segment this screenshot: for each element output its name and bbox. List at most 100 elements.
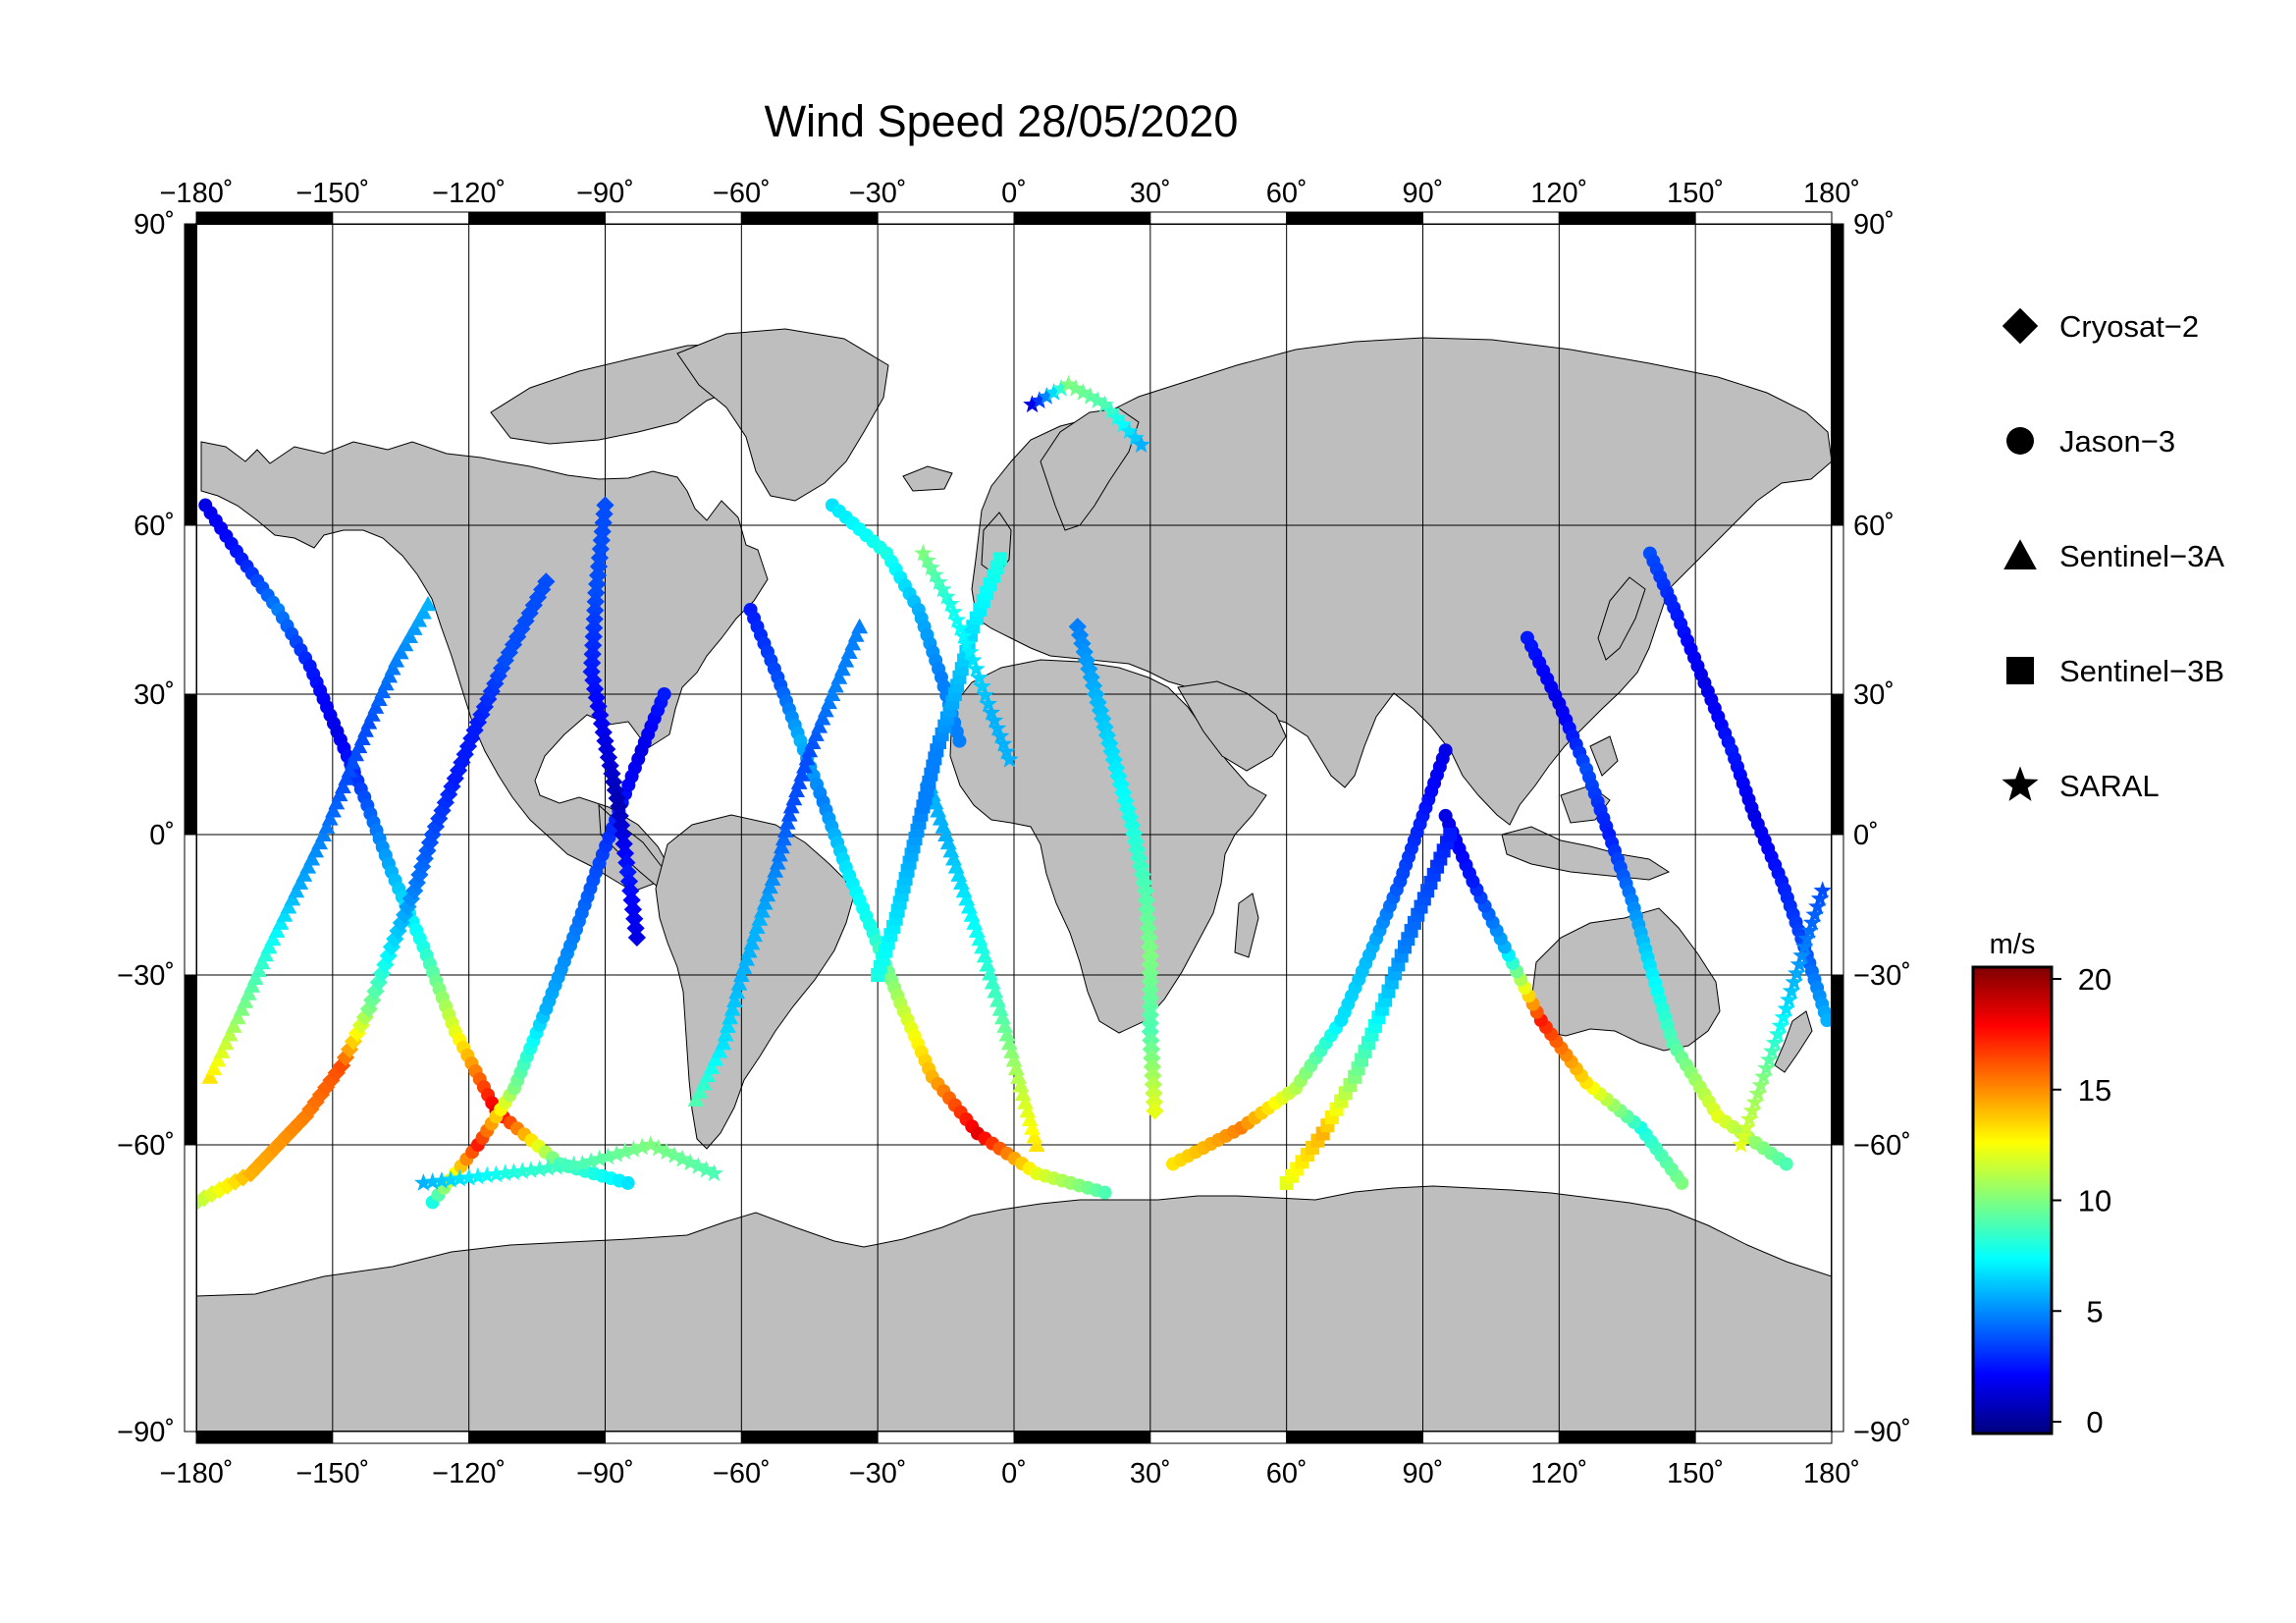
- wind-speed-point: [811, 718, 828, 733]
- frame-segment: [1831, 834, 1844, 976]
- satellite-track: [582, 496, 646, 947]
- wind-speed-point: [817, 701, 834, 718]
- wind-speed-point: [209, 1052, 227, 1067]
- x-tick-label-top: 90˚: [1403, 178, 1444, 209]
- wind-speed-point: [988, 719, 1007, 736]
- wind-speed-point: [780, 806, 798, 822]
- wind-speed-point: [225, 1017, 242, 1033]
- wind-speed-point: [982, 965, 998, 981]
- wind-speed-point: [1066, 379, 1086, 397]
- wind-speed-point: [607, 1144, 626, 1163]
- frame-segment: [740, 1431, 879, 1444]
- wind-speed-point: [926, 566, 944, 583]
- wind-speed-point: [1051, 379, 1071, 397]
- wind-speed-point: [1810, 889, 1830, 907]
- y-tick-label-left: 30˚: [133, 679, 175, 711]
- wind-speed-point: [599, 748, 618, 767]
- wind-speed-point: [944, 602, 963, 621]
- wind-speed-point: [350, 737, 368, 754]
- wind-speed-point: [202, 1184, 221, 1204]
- wind-speed-point: [705, 1163, 723, 1182]
- frame-segment: [468, 1431, 606, 1444]
- wind-speed-colorbar: m/s 0 5 10 15 20: [1971, 929, 2111, 1439]
- wind-speed-point: [512, 1162, 532, 1179]
- satellite-track: [914, 543, 1019, 768]
- landmass-africa: [949, 659, 1267, 1034]
- wind-speed-point: [1146, 1102, 1164, 1120]
- wind-speed-point: [353, 730, 371, 745]
- frame-segment: [184, 974, 197, 1146]
- wind-speed-point: [381, 667, 399, 683]
- wind-speed-point: [1097, 726, 1116, 744]
- y-tick-label-left: −90˚: [117, 1417, 175, 1448]
- wind-speed-point: [410, 612, 428, 627]
- wind-speed-point: [1794, 937, 1814, 955]
- wind-speed-point: [307, 841, 325, 858]
- wind-speed-point: [954, 626, 973, 644]
- wind-speed-point: [260, 939, 278, 954]
- wind-speed-point: [979, 694, 998, 713]
- wind-speed-point: [942, 841, 960, 858]
- wind-speed-point: [341, 762, 358, 778]
- wind-speed-point: [246, 969, 264, 985]
- wind-speed-point: [649, 1138, 668, 1157]
- wind-speed-point: [1137, 891, 1155, 909]
- wind-speed-point: [989, 992, 1006, 1007]
- frame-segment: [184, 693, 197, 836]
- wind-speed-point: [257, 946, 274, 962]
- wind-speed-point: [210, 1180, 229, 1199]
- wind-speed-point: [453, 753, 471, 772]
- wind-speed-point: [759, 886, 776, 902]
- wind-speed-point: [1797, 929, 1817, 947]
- wind-speed-point: [374, 682, 392, 699]
- landmass-greenland: [676, 328, 889, 502]
- wind-speed-point: [311, 1085, 331, 1105]
- x-tick-label-top: −180˚: [160, 178, 234, 209]
- wind-speed-point: [347, 745, 365, 762]
- wind-speed-point: [315, 826, 332, 841]
- wind-speed-point: [627, 928, 646, 947]
- y-tick-label-right: −90˚: [1853, 1417, 1911, 1448]
- frame-segment: [1831, 693, 1844, 836]
- wind-speed-point: [936, 587, 956, 605]
- wind-speed-point: [957, 634, 977, 653]
- satellite-track: [414, 1135, 723, 1191]
- wind-speed-point: [419, 595, 437, 612]
- wind-speed-point: [771, 846, 788, 862]
- wind-speed-point: [1113, 414, 1133, 433]
- wind-speed-point: [590, 548, 610, 568]
- wind-speed-point: [405, 882, 424, 900]
- wind-speed-point: [589, 557, 609, 576]
- frame-segment: [195, 211, 334, 225]
- y-tick-label-right: 60˚: [1853, 511, 1895, 542]
- wind-speed-point: [979, 956, 996, 972]
- wind-speed-point: [412, 857, 432, 876]
- wind-speed-point: [1760, 1050, 1779, 1068]
- wind-speed-point: [699, 1066, 717, 1083]
- landmass-south-america: [655, 814, 855, 1150]
- x-tick-label-bottom: 60˚: [1266, 1458, 1308, 1489]
- wind-speed-point: [331, 785, 348, 802]
- frame-segment: [184, 1144, 197, 1433]
- wind-speed-point: [1438, 743, 1453, 758]
- map-frame: [184, 211, 1844, 1444]
- wind-speed-point: [530, 1160, 549, 1177]
- wind-speed-point: [814, 710, 831, 726]
- wind-speed-point: [1139, 909, 1157, 928]
- wind-speed-point: [213, 1043, 231, 1058]
- legend-label: SARAL: [2059, 769, 2160, 803]
- wind-speed-point: [657, 1142, 676, 1161]
- wind-speed-point: [268, 922, 286, 939]
- wind-speed-point: [1780, 990, 1798, 1008]
- satellite-track: [1642, 546, 1832, 1028]
- landmass-japan: [1597, 576, 1646, 661]
- wind-speed-point: [465, 721, 484, 739]
- wind-speed-point: [1732, 1135, 1750, 1153]
- frame-segment: [1013, 1431, 1151, 1444]
- colorbar-tick-label: 15: [2078, 1073, 2111, 1108]
- wind-speed-point: [937, 826, 954, 841]
- wind-speed-point: [740, 943, 758, 958]
- wind-speed-point: [1094, 709, 1112, 729]
- wind-speed-point: [851, 618, 869, 634]
- frame-segment: [1558, 1431, 1696, 1444]
